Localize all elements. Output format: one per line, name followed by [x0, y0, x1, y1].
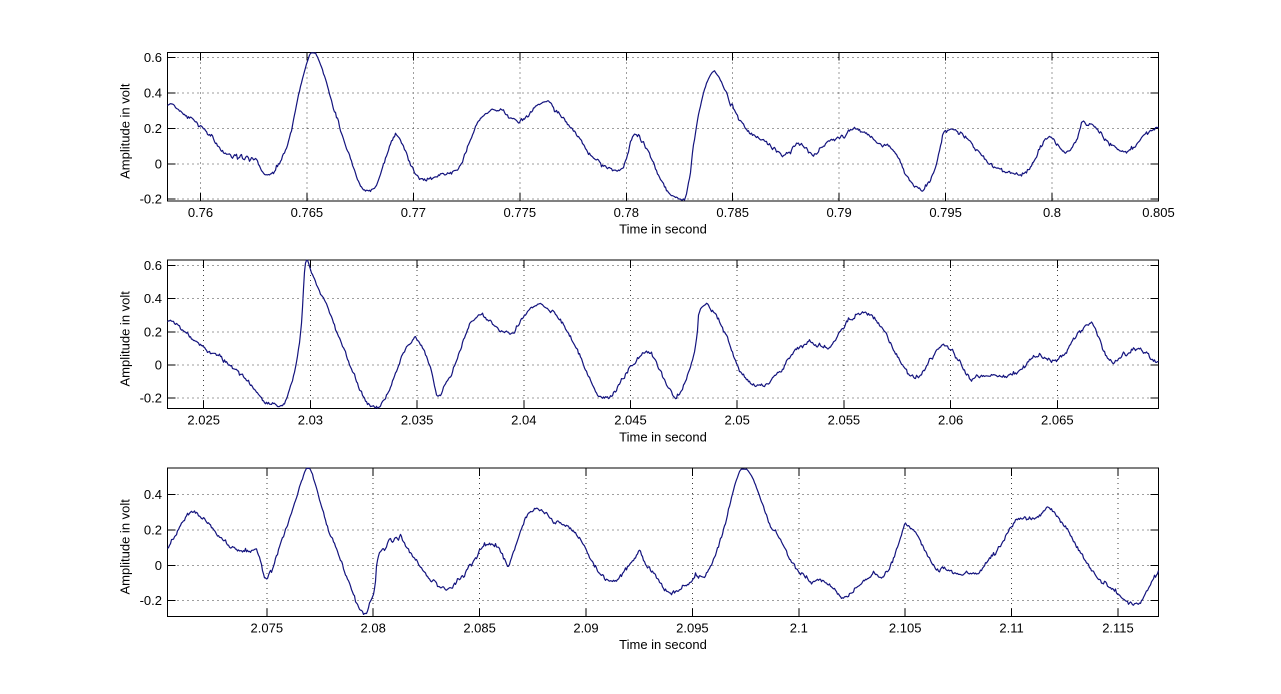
svg-text:Time in second: Time in second	[619, 637, 707, 652]
svg-text:2.11: 2.11	[999, 621, 1023, 636]
svg-text:2.04: 2.04	[511, 413, 536, 428]
svg-text:Time in second: Time in second	[619, 222, 707, 237]
svg-text:0: 0	[155, 156, 162, 171]
svg-text:2.03: 2.03	[298, 413, 323, 428]
svg-text:0: 0	[155, 358, 162, 373]
svg-text:Amplitude in volt: Amplitude in volt	[118, 83, 133, 179]
svg-text:-0.2: -0.2	[140, 593, 162, 608]
svg-text:2.06: 2.06	[938, 413, 963, 428]
svg-text:0.775: 0.775	[504, 205, 537, 220]
svg-text:Amplitude in volt: Amplitude in volt	[118, 291, 133, 387]
svg-text:0.795: 0.795	[929, 205, 962, 220]
svg-text:2.055: 2.055	[828, 413, 861, 428]
svg-text:-0.2: -0.2	[140, 192, 162, 207]
svg-text:0.8: 0.8	[1043, 205, 1061, 220]
svg-text:2.105: 2.105	[889, 621, 922, 636]
svg-text:0.6: 0.6	[144, 258, 162, 273]
svg-text:Amplitude in volt: Amplitude in volt	[118, 499, 133, 595]
svg-text:2.045: 2.045	[614, 413, 647, 428]
svg-text:2.1: 2.1	[790, 621, 808, 636]
svg-text:0.2: 0.2	[144, 121, 162, 136]
svg-text:2.08: 2.08	[361, 621, 386, 636]
svg-text:2.025: 2.025	[187, 413, 220, 428]
svg-text:2.05: 2.05	[725, 413, 750, 428]
svg-text:2.065: 2.065	[1041, 413, 1074, 428]
svg-text:0.4: 0.4	[144, 291, 162, 306]
svg-text:0.6: 0.6	[144, 50, 162, 65]
svg-text:2.115: 2.115	[1102, 621, 1134, 636]
svg-text:0.2: 0.2	[144, 522, 162, 537]
svg-text:2.075: 2.075	[251, 621, 284, 636]
svg-text:0.785: 0.785	[716, 205, 749, 220]
svg-text:Time in second: Time in second	[619, 429, 707, 444]
svg-text:0.765: 0.765	[291, 205, 324, 220]
svg-text:0.76: 0.76	[188, 205, 213, 220]
svg-text:0.77: 0.77	[401, 205, 426, 220]
svg-text:0: 0	[155, 558, 162, 573]
svg-text:0.79: 0.79	[826, 205, 851, 220]
svg-text:2.035: 2.035	[401, 413, 434, 428]
svg-text:0.2: 0.2	[144, 324, 162, 339]
svg-text:2.085: 2.085	[463, 621, 496, 636]
svg-text:0.805: 0.805	[1142, 205, 1175, 220]
svg-text:2.095: 2.095	[676, 621, 709, 636]
svg-text:0.4: 0.4	[144, 86, 162, 101]
svg-text:-0.2: -0.2	[140, 391, 162, 406]
svg-text:0.78: 0.78	[614, 205, 639, 220]
svg-text:2.09: 2.09	[573, 621, 598, 636]
svg-text:0.4: 0.4	[144, 487, 162, 502]
